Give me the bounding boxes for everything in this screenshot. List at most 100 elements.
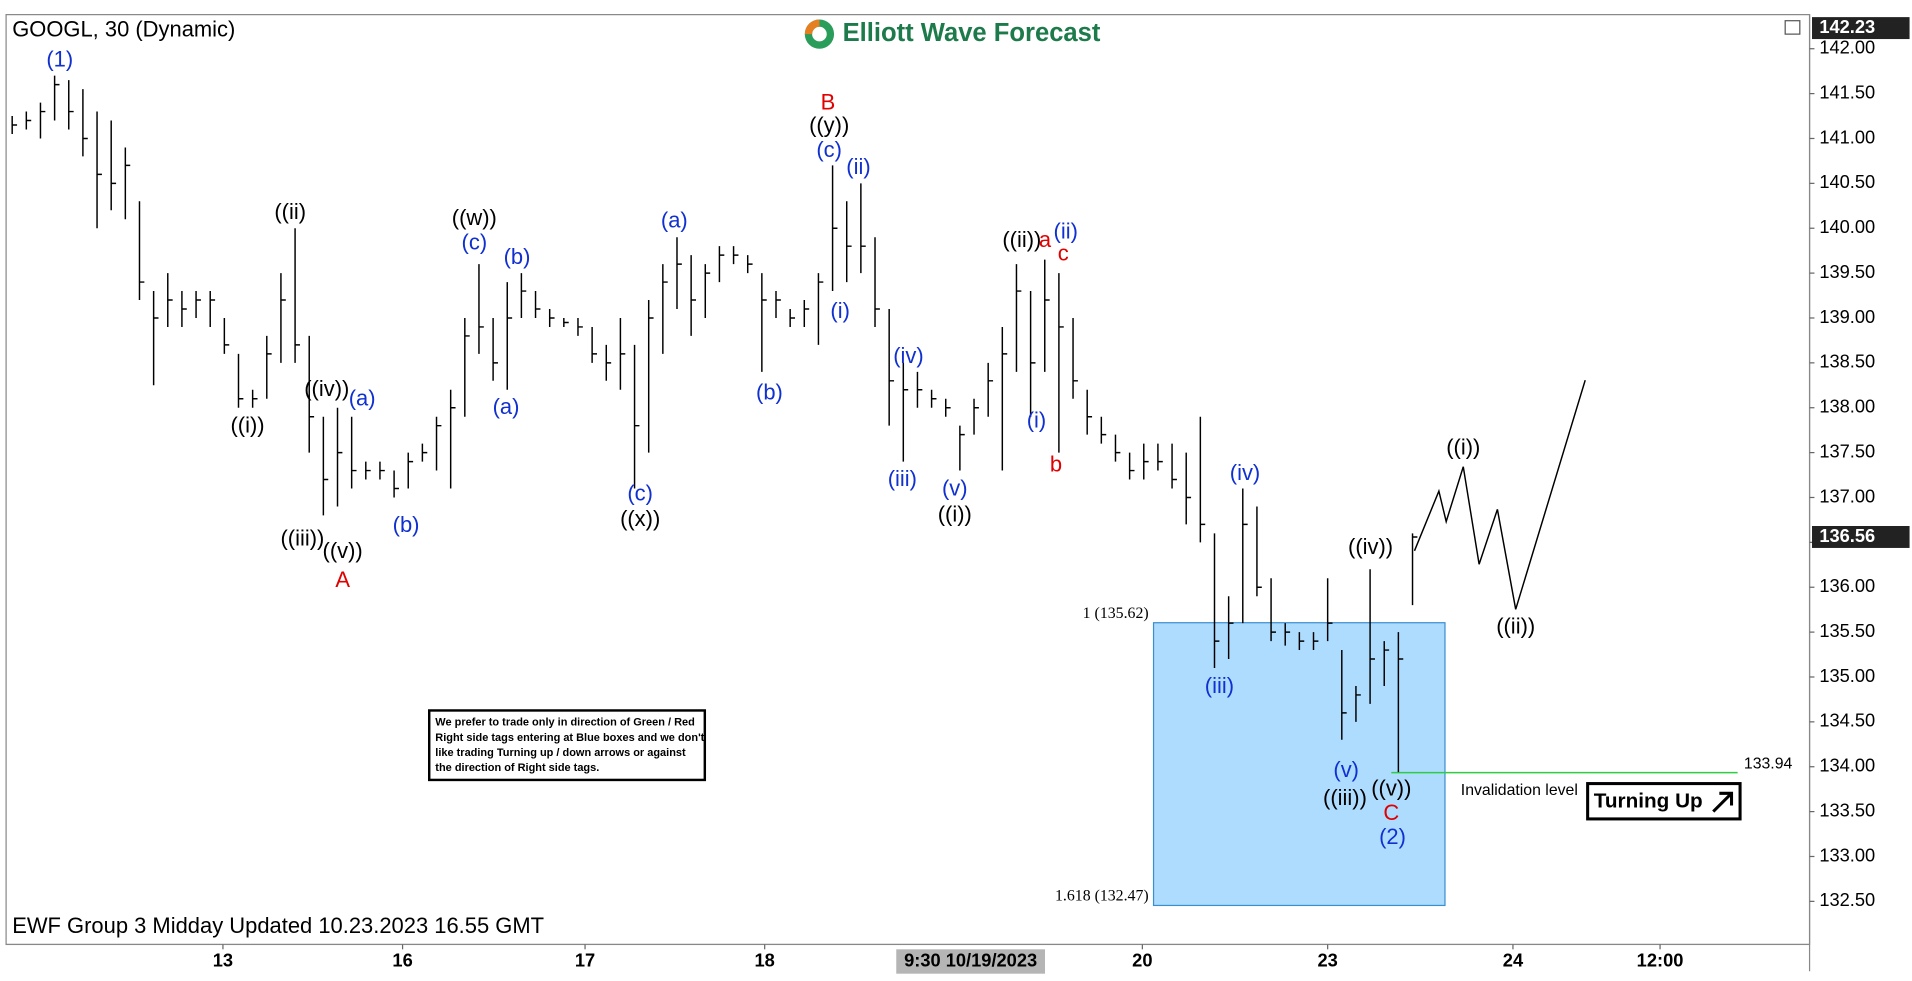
ohlc-bar xyxy=(294,228,300,363)
footer-text: EWF Group 3 Midday Updated 10.23.2023 16… xyxy=(12,913,544,938)
wave-label: (iv) xyxy=(1230,460,1260,485)
toolbar-icon[interactable] xyxy=(1784,20,1801,35)
ohlc-bar xyxy=(1199,416,1206,543)
price-marker-label: 142.23 xyxy=(1819,16,1875,37)
ohlc-bar xyxy=(167,273,173,327)
box-label: 1.618 (132.47) xyxy=(1055,888,1149,905)
ohlc-bar xyxy=(1298,632,1305,651)
wave-label: A xyxy=(335,567,350,592)
wave-label: (b) xyxy=(504,244,531,269)
y-tick-label: 142.00 xyxy=(1819,37,1875,58)
logo-icon-part xyxy=(804,19,820,35)
y-tick-label: 140.50 xyxy=(1819,171,1875,192)
x-tick-label: 24 xyxy=(1503,949,1524,970)
ohlc-bar xyxy=(1227,596,1234,660)
y-tick-label: 135.50 xyxy=(1819,620,1875,641)
ohlc-bar xyxy=(280,273,286,363)
ohlc-bar xyxy=(1128,452,1135,480)
wave-label: ((v)) xyxy=(1371,775,1411,800)
ohlc-bar xyxy=(662,264,668,354)
wave-label: ((iii)) xyxy=(1323,785,1367,810)
ohlc-bar xyxy=(1355,685,1361,722)
y-tick-label: 139.50 xyxy=(1819,261,1875,282)
ohlc-bar xyxy=(1397,632,1404,773)
invalidation-value: 133.94 xyxy=(1744,755,1793,772)
ohlc-bar xyxy=(1213,533,1220,669)
ohlc-bar xyxy=(761,273,767,372)
wave-label: (i) xyxy=(1027,407,1047,432)
logo-text: Elliott Wave Forecast xyxy=(843,19,1101,47)
wave-label: ((iv)) xyxy=(304,376,349,401)
note-line: like trading Turning up / down arrows or… xyxy=(435,747,686,759)
signal-box xyxy=(1586,782,1742,821)
ohlc-bar xyxy=(195,291,201,318)
x-tick-label: 23 xyxy=(1317,949,1337,970)
ohlc-bar xyxy=(138,201,145,301)
y-tick-label: 133.00 xyxy=(1819,844,1875,865)
ohlc-bar xyxy=(1044,259,1050,372)
crosshair-label: 9:30 10/19/2023 xyxy=(904,949,1037,970)
ohlc-bar xyxy=(308,335,315,453)
y-tick-label: 141.00 xyxy=(1819,126,1875,147)
y-tick-label: 137.00 xyxy=(1819,485,1875,506)
note-line: the direction of Right side tags. xyxy=(435,762,599,774)
price-marker-label: 136.56 xyxy=(1819,525,1875,546)
x-tick-label: 13 xyxy=(213,949,233,970)
ohlc-bar xyxy=(393,470,399,498)
ohlc-bar xyxy=(520,273,527,318)
ohlc-bar xyxy=(1072,317,1078,399)
ohlc-bar xyxy=(266,335,272,399)
wave-label: ((ii)) xyxy=(1002,227,1041,252)
ohlc-bar xyxy=(860,183,866,274)
ohlc-bar xyxy=(1086,389,1093,435)
wave-label: ((y)) xyxy=(809,113,849,138)
ohlc-bar xyxy=(987,362,994,417)
ohlc-bar xyxy=(959,425,965,471)
ohlc-bar xyxy=(676,237,682,310)
ohlc-bar xyxy=(124,147,131,220)
wave-label: ((i)) xyxy=(1446,434,1480,459)
ohlc-bar xyxy=(916,371,923,408)
ohlc-bar xyxy=(421,443,428,462)
ohlc-bar xyxy=(534,291,541,318)
wave-label: ((ii) xyxy=(274,199,306,224)
y-tick-label: 140.00 xyxy=(1819,216,1875,237)
x-tick-label: 16 xyxy=(392,949,412,970)
y-tick-label: 133.50 xyxy=(1819,799,1875,820)
ohlc-bar xyxy=(1171,443,1177,489)
y-tick-label: 141.50 xyxy=(1819,81,1875,102)
ohlc-bar xyxy=(803,300,810,327)
x-tick-label: 20 xyxy=(1132,949,1152,970)
wave-label: (b) xyxy=(756,379,783,404)
wave-label: (c) xyxy=(462,230,488,255)
wave-label: (v) xyxy=(942,476,968,501)
ohlc-bar xyxy=(548,309,555,327)
ohlc-bar xyxy=(973,398,979,435)
ohlc-bar xyxy=(506,282,513,390)
ohlc-bar xyxy=(845,201,852,283)
ohlc-bar xyxy=(1157,443,1163,471)
ohlc-bar xyxy=(464,317,470,417)
ohlc-bar xyxy=(435,416,442,471)
note-line: We prefer to trade only in direction of … xyxy=(435,717,695,729)
wave-label: ((iv)) xyxy=(1348,534,1393,559)
y-tick-label: 137.50 xyxy=(1819,440,1875,461)
y-tick-label: 134.50 xyxy=(1819,710,1875,731)
y-tick-label: 138.00 xyxy=(1819,396,1875,417)
ohlc-bar xyxy=(945,398,951,417)
ohlc-bar xyxy=(605,344,612,381)
ohlc-bar xyxy=(1341,650,1347,740)
wave-label: (iii) xyxy=(888,466,917,491)
ohlc-bar xyxy=(251,389,258,408)
x-tick-label: 18 xyxy=(755,949,775,970)
blue-box xyxy=(1152,622,1446,907)
ohlc-bar xyxy=(563,317,569,327)
ohlc-bar xyxy=(152,291,159,386)
ohlc-bar xyxy=(11,116,18,134)
wave-label: (ii) xyxy=(846,154,870,179)
signal-text: Turning Up xyxy=(1594,789,1703,812)
y-tick-label: 136.00 xyxy=(1819,575,1875,596)
wave-label: ((w)) xyxy=(452,205,497,230)
signal-arrow xyxy=(1712,791,1734,813)
ohlc-bar xyxy=(223,317,230,354)
